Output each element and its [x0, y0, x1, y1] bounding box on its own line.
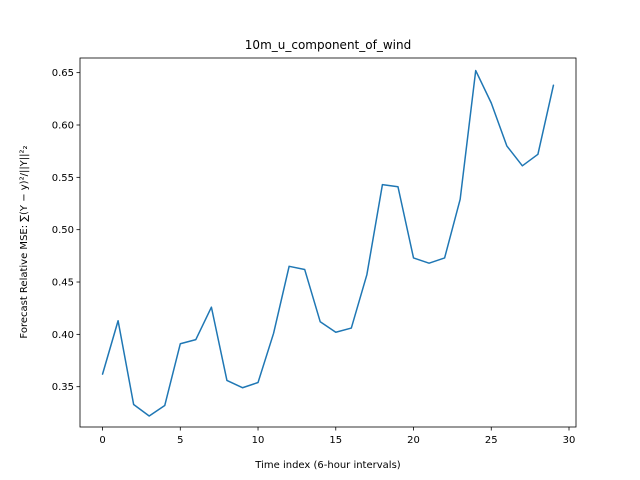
- chart-title: 10m_u_component_of_wind: [245, 38, 411, 52]
- plot-area: [101, 69, 555, 417]
- axes-frame: [79, 57, 577, 428]
- y-tick-label: 0.55: [52, 173, 74, 184]
- y-tick-label: 0.45: [52, 278, 74, 289]
- x-tick-label: 0: [99, 435, 105, 446]
- y-tick-label: 0.60: [52, 120, 74, 131]
- x-tick-label: 20: [407, 435, 420, 446]
- y-axis-ticks: 0.35 0.40 0.45 0.50 0.55 0.60 0.65: [52, 68, 80, 393]
- x-axis-label: Time index (6-hour intervals): [254, 460, 400, 471]
- x-tick-label: 25: [485, 435, 498, 446]
- y-tick-label: 0.35: [52, 382, 74, 393]
- y-tick-label: 0.40: [52, 330, 74, 341]
- y-tick-label: 0.65: [52, 68, 74, 79]
- x-tick-label: 10: [252, 435, 265, 446]
- x-tick-label: 15: [329, 435, 342, 446]
- y-tick-label: 0.50: [52, 225, 74, 236]
- series-line: [101, 69, 555, 417]
- y-axis-label-formula: ∑(Y − y)²/||Y||²₂: [19, 145, 30, 221]
- y-axis-label: Forecast Relative MSE: ∑(Y − y)²/||Y||²₂: [19, 145, 30, 338]
- x-tick-label: 30: [563, 435, 576, 446]
- y-axis-label-text: Forecast Relative MSE:: [19, 222, 30, 339]
- x-axis-ticks: 0 5 10 15 20 25 30: [99, 427, 575, 446]
- x-tick-label: 5: [177, 435, 183, 446]
